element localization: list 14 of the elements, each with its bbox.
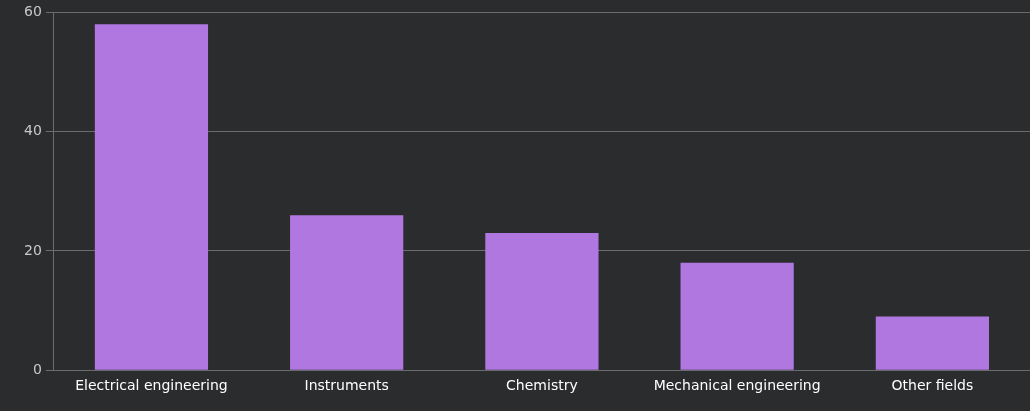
bar (875, 316, 989, 370)
x-tick-label: Electrical engineering (75, 377, 228, 394)
x-tick-label: Instruments (304, 377, 389, 394)
bar (290, 215, 404, 370)
y-tick-label: 60 (23, 3, 42, 20)
y-tick-label: 0 (32, 360, 42, 377)
x-tick-label: Chemistry (506, 377, 578, 394)
bar (94, 24, 209, 370)
x-tick-label: Mechanical engineering (653, 377, 821, 394)
y-tick-label: 40 (23, 122, 42, 139)
y-tick-label: 20 (23, 241, 42, 258)
bar (485, 233, 599, 370)
bar (680, 262, 794, 370)
x-tick-label: Other fields (891, 377, 974, 394)
